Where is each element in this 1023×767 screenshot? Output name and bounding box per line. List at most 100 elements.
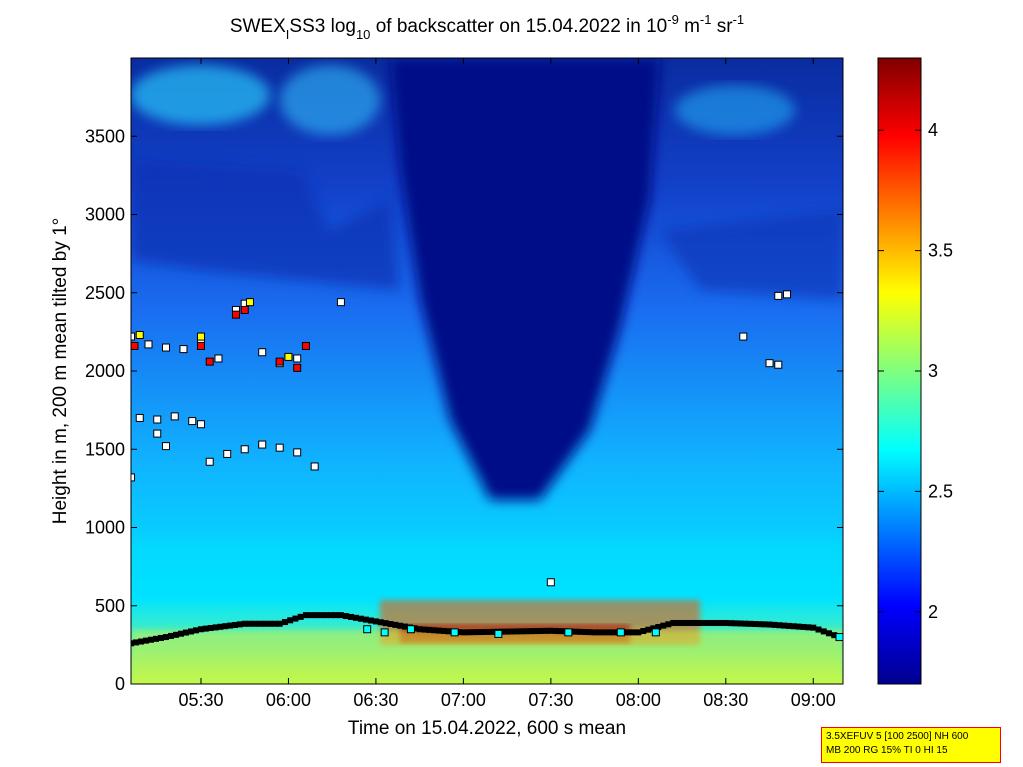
heatmap-field [131, 58, 843, 684]
mixing-layer-marker [722, 619, 729, 626]
mixing-layer-marker [312, 612, 319, 619]
mixing-layer-marker [747, 620, 754, 627]
mixing-layer-marker [241, 620, 248, 627]
mixing-layer-marker [426, 626, 433, 633]
layer-marker [774, 360, 783, 369]
layer-marker [131, 473, 135, 482]
colorbar-tick-label: 3.5 [928, 241, 953, 261]
mixing-layer-marker [479, 629, 486, 636]
highlight-marker [835, 633, 843, 642]
mixing-layer-marker [132, 639, 139, 646]
mixing-layer-marker [508, 628, 515, 635]
layer-marker [765, 359, 774, 368]
x-tick-label: 08:30 [703, 690, 748, 710]
mixing-layer-marker [197, 626, 204, 633]
colorbar-tick-label: 4 [928, 120, 938, 140]
mixing-layer-marker [557, 628, 564, 635]
mixing-layer-marker [421, 626, 428, 633]
layer-marker [179, 345, 188, 354]
mixing-layer-marker [362, 616, 369, 623]
mixing-layer-marker [347, 613, 354, 620]
mixing-layer-marker [416, 626, 423, 633]
mixing-layer-marker [640, 628, 647, 635]
mixing-layer-marker [142, 637, 149, 644]
colorbar-tick-label: 2 [928, 602, 938, 622]
layer-marker [205, 457, 214, 466]
mixing-layer-marker [317, 612, 324, 619]
layer-marker [783, 290, 792, 299]
highlight-marker [363, 625, 372, 634]
info-line-2: MB 200 RG 15% TI 0 HI 15 [826, 745, 948, 756]
mixing-layer-marker [182, 629, 189, 636]
mixing-layer-marker [732, 620, 739, 627]
mixing-layer-marker [440, 627, 447, 634]
mixing-layer-marker [650, 625, 657, 632]
mixing-layer-marker [761, 621, 768, 628]
highlight-marker [616, 628, 625, 637]
mixing-layer-marker [660, 622, 667, 629]
y-tick-label: 2500 [85, 283, 125, 303]
mixing-layer-marker [810, 624, 817, 631]
mixing-layer-marker [533, 628, 540, 635]
mixing-layer-marker [337, 612, 344, 619]
mixing-layer-marker [202, 625, 209, 632]
mixing-layer-marker [207, 625, 214, 632]
highlight-marker [231, 310, 240, 319]
highlight-marker [135, 331, 144, 340]
mixing-layer-marker [342, 613, 349, 620]
mixing-layer-marker [665, 621, 672, 628]
mixing-layer-marker [307, 612, 314, 619]
mixing-layer-marker [707, 619, 714, 626]
layer-marker [293, 448, 302, 457]
mixing-layer-marker [431, 627, 438, 634]
mixing-layer-marker [528, 628, 535, 635]
highlight-marker [564, 628, 573, 637]
mixing-layer-marker [712, 619, 719, 626]
mixing-layer-marker [445, 628, 452, 635]
layer-marker [739, 332, 748, 341]
layer-marker [188, 417, 197, 426]
highlight-marker [406, 625, 415, 634]
mixing-layer-marker [162, 634, 169, 641]
mixing-layer-marker [212, 624, 219, 631]
mixing-layer-marker [281, 619, 288, 626]
layer-marker [310, 462, 319, 471]
mixing-layer-marker [236, 621, 243, 628]
mixing-layer-marker [392, 621, 399, 628]
mixing-layer-marker [367, 617, 374, 624]
mixing-layer-marker [251, 620, 258, 627]
mixing-layer-marker [727, 620, 734, 627]
layer-marker [240, 445, 249, 454]
mixing-layer-marker [606, 629, 613, 636]
mixing-layer-marker [217, 623, 224, 630]
mixing-layer-marker [276, 620, 283, 627]
highlight-marker [284, 352, 293, 361]
info-line-1: 3.5XEFUV 5 [100 2500] NH 600 [826, 731, 969, 742]
mixing-layer-marker [271, 620, 278, 627]
mixing-layer-marker [790, 623, 797, 630]
x-tick-label: 06:30 [353, 690, 398, 710]
mixing-layer-marker [581, 629, 588, 636]
mixing-layer-marker [831, 632, 838, 639]
mixing-layer-marker [372, 618, 379, 625]
highlight-marker [380, 628, 389, 637]
mixing-layer-marker [302, 612, 309, 619]
mixing-layer-marker [352, 614, 359, 621]
mixing-layer-marker [815, 626, 822, 633]
mixing-layer-marker [192, 627, 199, 634]
highlight-marker [450, 628, 459, 637]
mixing-layer-marker [781, 622, 788, 629]
mixing-layer-marker [172, 631, 179, 638]
mixing-layer-marker [266, 620, 273, 627]
mixing-layer-marker [231, 621, 238, 628]
layer-marker [258, 348, 267, 357]
layer-marker [153, 429, 162, 438]
mixing-layer-marker [680, 619, 687, 626]
mixing-layer-marker [572, 628, 579, 635]
mixing-layer-marker [377, 619, 384, 626]
layer-marker [170, 412, 179, 421]
mixing-layer-marker [513, 628, 520, 635]
mixing-layer-marker [332, 612, 339, 619]
chart-title: SWEXISS3 log10 of backscatter on 15.04.2… [230, 12, 744, 42]
